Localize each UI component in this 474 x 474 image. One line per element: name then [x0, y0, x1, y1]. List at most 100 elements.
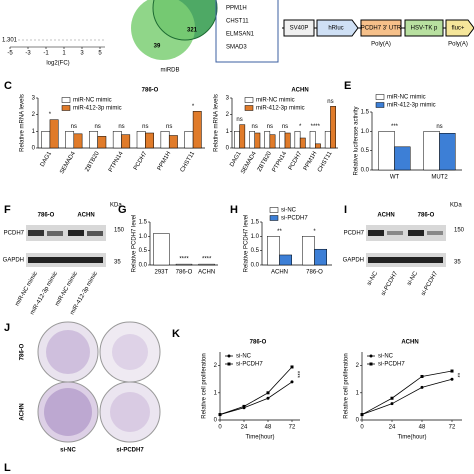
x-tick-label: CHST11 [180, 150, 197, 173]
band [368, 230, 384, 236]
x-tick-label: ZBTB20 [257, 150, 274, 173]
col-label: si-NC [60, 448, 76, 454]
y-tick-label: 1.0 [361, 129, 370, 135]
legend-swatch [61, 105, 71, 111]
legend-label: miR-NC mimic [73, 98, 112, 104]
band [87, 231, 103, 236]
construct-part [283, 19, 315, 37]
colonies [46, 330, 90, 374]
x-axis-label: log2(FC) [46, 61, 69, 67]
point [266, 396, 270, 400]
bar [41, 131, 51, 149]
point [420, 374, 424, 378]
construct-part-label: fluc+ [452, 26, 465, 32]
x-tick-label: 72 [449, 425, 456, 431]
y-tick-label: 0.0 [139, 263, 148, 269]
cell-line: ACHN [377, 213, 394, 219]
bar [175, 263, 193, 266]
bar [239, 124, 246, 149]
band [47, 231, 63, 236]
construct-part [360, 19, 402, 37]
y-tick-label: 0 [32, 146, 36, 152]
bar [279, 131, 286, 149]
x-tick-label: -1 [43, 51, 49, 57]
y-axis-label: Relative cell proliferation [344, 353, 350, 418]
y-tick-label: 2 [226, 112, 230, 118]
y-tick-label: 3 [226, 96, 230, 102]
legend-marker [227, 362, 231, 366]
x-tick-label: SEMAD4 [240, 150, 258, 175]
polya-label: Poly(A) [371, 42, 391, 48]
protein-label: PCDH7 [344, 231, 365, 237]
y-axis-label: Relative cell proliferation [202, 353, 208, 418]
kda-label: KDa [110, 203, 122, 209]
construct-part-label: HSV-TK p [411, 26, 438, 32]
y-axis-label: Relative PCDH7 level [132, 215, 138, 273]
point [290, 380, 294, 384]
significance: *** [391, 124, 399, 130]
bar [249, 131, 255, 149]
legend-marker [369, 362, 373, 366]
band [408, 230, 424, 236]
panel-label: K [172, 328, 180, 340]
protein-label: GAPDH [343, 258, 364, 264]
bar [299, 137, 306, 149]
venn-circle [131, 0, 195, 60]
lane-label: si-NC [406, 270, 419, 287]
significance: ns [94, 124, 100, 130]
legend-label: si-PCDH7 [236, 362, 263, 368]
point [266, 391, 270, 395]
band [28, 230, 44, 236]
series-line [361, 378, 453, 415]
legend-label: si-NC [281, 208, 297, 214]
band [68, 230, 84, 236]
x-tick-label: PCDH7 [288, 150, 304, 171]
bar [49, 119, 59, 149]
x-tick-label: 293T [154, 270, 168, 276]
x-axis-label: Time(hour) [397, 435, 426, 441]
y-tick-label: 3 [32, 96, 36, 102]
y-tick-label: 0.5 [139, 248, 148, 254]
y-axis-label: Relative mRNA levels [20, 94, 26, 152]
blot-bg [366, 225, 446, 241]
venn-count: 321 [187, 28, 198, 34]
bar [192, 111, 202, 149]
legend-label: miR-NC mimic [256, 98, 295, 104]
panel-label: J [4, 322, 10, 334]
legend-marker [227, 354, 231, 358]
venn-count: 39 [154, 44, 161, 50]
point [450, 377, 454, 381]
x-tick-label: PTPN14 [108, 150, 125, 173]
bar [145, 132, 154, 149]
x-tick-label: 0 [360, 425, 364, 431]
band [427, 231, 443, 235]
series-line [219, 366, 293, 415]
significance: ns [252, 124, 258, 130]
x-tick-label: ACHN [271, 270, 288, 276]
x-tick-label: -3 [25, 51, 31, 57]
bar [314, 248, 327, 266]
legend-label: si-PCDH7 [281, 216, 308, 222]
bar [254, 132, 261, 149]
series-line [361, 370, 453, 415]
significance: ** [277, 229, 282, 235]
point [290, 365, 294, 369]
significance: ns [327, 99, 333, 105]
bar [439, 133, 456, 171]
y-tick-label: 2 [32, 112, 36, 118]
x-tick-label: SEMAD4 [59, 150, 77, 175]
x-tick-label: DAG1 [229, 150, 243, 168]
y-tick-label: 2 [214, 363, 218, 369]
point [242, 404, 246, 408]
lane-label: si-NC [366, 270, 379, 287]
y-tick-label: 1 [32, 129, 36, 135]
y-axis-label: Relative mRNA levels [214, 94, 220, 152]
y-tick-label: 0 [226, 146, 230, 152]
band [28, 257, 103, 263]
significance: * [49, 112, 52, 118]
point [450, 369, 454, 373]
legend-marker [369, 354, 373, 358]
y-axis-label: Relative PCDH7 level [244, 215, 250, 273]
y-tick-label: 0.5 [251, 248, 260, 254]
construct-part [404, 19, 444, 37]
